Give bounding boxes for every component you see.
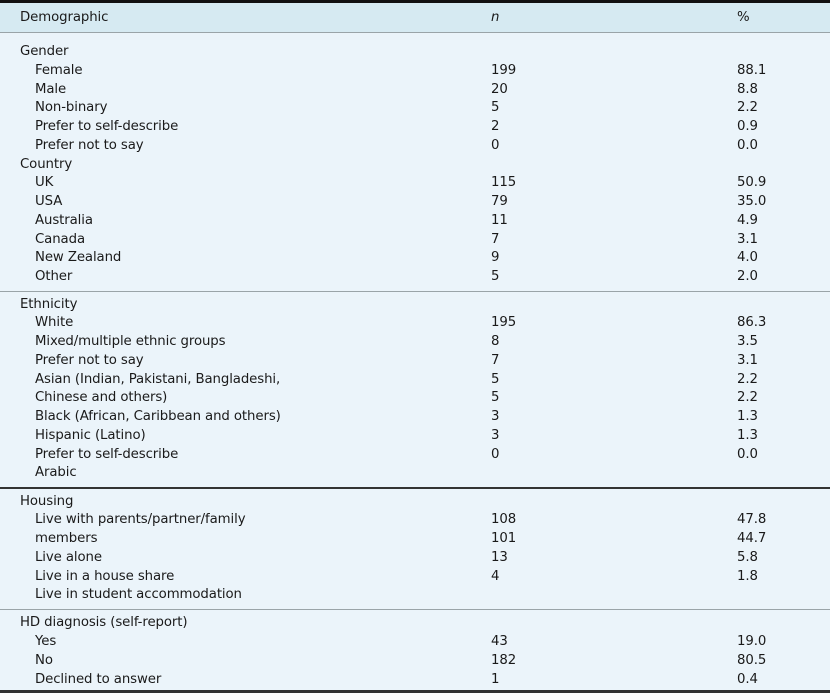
section-title-hd-diagnosis: HD diagnosis (self-report) (20, 615, 188, 630)
row-percent: 47.8 (737, 512, 767, 527)
row-n: 0 (491, 447, 500, 462)
row-label: Hispanic (Latino) (35, 428, 146, 443)
row-percent: 3.1 (737, 353, 758, 368)
section-title-country: Country (20, 157, 73, 172)
row-label: UK (35, 175, 54, 190)
row-percent: 2.0 (737, 269, 758, 284)
row-label: New Zealand (35, 250, 122, 265)
row-n: 79 (491, 194, 508, 209)
row-label: Prefer to self-describe (35, 119, 179, 134)
row-percent: 2.2 (737, 100, 758, 115)
row-n: 9 (491, 250, 500, 265)
row-n: 115 (491, 175, 517, 190)
row-percent: 86.3 (737, 315, 767, 330)
header-n: n (491, 10, 500, 25)
row-n: 2 (491, 119, 500, 134)
row-n: 108 (491, 512, 517, 527)
row-label: USA (35, 194, 63, 209)
row-n: 7 (491, 353, 500, 368)
row-percent: 1.8 (737, 569, 758, 584)
row-n: 43 (491, 634, 508, 649)
row-percent: 3.1 (737, 232, 758, 247)
row-label: Non-binary (35, 100, 108, 115)
row-percent: 35.0 (737, 194, 767, 209)
row-percent: 4.9 (737, 213, 758, 228)
row-percent: 0.0 (737, 447, 758, 462)
row-n: 3 (491, 428, 500, 443)
row-percent: 8.8 (737, 82, 758, 97)
row-label: Asian (Indian, Pakistani, Bangladeshi, (35, 372, 281, 387)
row-label: Yes (35, 634, 57, 649)
row-percent: 5.8 (737, 550, 758, 565)
row-n: 101 (491, 531, 517, 546)
row-percent: 2.2 (737, 372, 758, 387)
top-rule (0, 0, 830, 3)
bottom-rule (0, 690, 830, 693)
section-title-ethnicity: Ethnicity (20, 297, 78, 312)
row-n: 3 (491, 409, 500, 424)
row-n: 195 (491, 315, 517, 330)
row-n: 5 (491, 372, 500, 387)
section-title-gender: Gender (20, 44, 69, 59)
row-label: Australia (35, 213, 93, 228)
row-percent: 1.3 (737, 409, 758, 424)
row-label: Chinese and others) (35, 390, 168, 405)
row-label: Declined to answer (35, 672, 162, 687)
row-percent: 44.7 (737, 531, 767, 546)
row-label: White (35, 315, 74, 330)
row-percent: 50.9 (737, 175, 767, 190)
row-label: Prefer not to say (35, 353, 144, 368)
row-n: 20 (491, 82, 508, 97)
row-label: Mixed/multiple ethnic groups (35, 334, 226, 349)
row-n: 4 (491, 569, 500, 584)
row-percent: 3.5 (737, 334, 758, 349)
row-n: 11 (491, 213, 508, 228)
row-label: Prefer not to say (35, 138, 144, 153)
row-n: 8 (491, 334, 500, 349)
row-label: Live with parents/partner/family (35, 512, 246, 527)
section-divider (0, 487, 830, 489)
row-n: 5 (491, 100, 500, 115)
row-percent: 80.5 (737, 653, 767, 668)
row-percent: 0.4 (737, 672, 758, 687)
row-label: Female (35, 63, 83, 78)
row-percent: 2.2 (737, 390, 758, 405)
row-percent: 1.3 (737, 428, 758, 443)
row-n: 0 (491, 138, 500, 153)
section-title-housing: Housing (20, 494, 74, 509)
row-n: 5 (491, 390, 500, 405)
row-percent: 0.9 (737, 119, 758, 134)
row-label: Prefer to self-describe (35, 447, 179, 462)
row-label: Canada (35, 232, 85, 247)
row-label: Live alone (35, 550, 102, 565)
section-divider (0, 609, 830, 610)
row-label: Live in student accommodation (35, 587, 242, 602)
header-demographic: Demographic (20, 10, 109, 25)
row-percent: 0.0 (737, 138, 758, 153)
row-percent: 88.1 (737, 63, 767, 78)
row-label: Arabic (35, 465, 77, 480)
row-n: 5 (491, 269, 500, 284)
row-n: 13 (491, 550, 508, 565)
row-n: 1 (491, 672, 500, 687)
row-label: Male (35, 82, 67, 97)
row-n: 182 (491, 653, 517, 668)
row-n: 199 (491, 63, 517, 78)
row-percent: 19.0 (737, 634, 767, 649)
row-label: Other (35, 269, 73, 284)
row-n: 7 (491, 232, 500, 247)
row-label: members (35, 531, 98, 546)
header-percent: % (737, 10, 750, 25)
table-header: Demographic n % (0, 3, 830, 33)
section-divider (0, 291, 830, 292)
row-percent: 4.0 (737, 250, 758, 265)
row-label: No (35, 653, 53, 668)
row-label: Live in a house share (35, 569, 175, 584)
row-label: Black (African, Caribbean and others) (35, 409, 281, 424)
